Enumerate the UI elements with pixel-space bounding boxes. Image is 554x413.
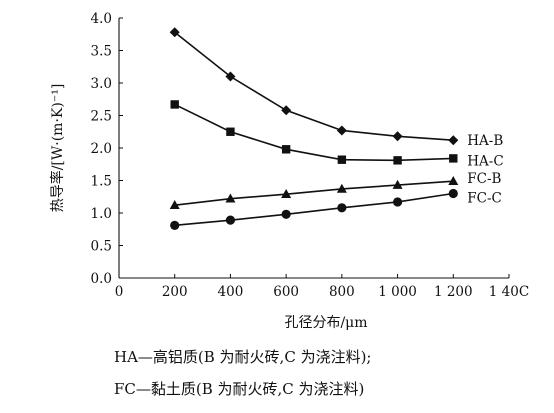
x-tick-label: 0 — [115, 284, 124, 300]
series-layer — [169, 27, 459, 230]
data-point — [281, 105, 292, 116]
data-point — [392, 131, 403, 142]
data-point — [336, 125, 347, 136]
series-line — [174, 180, 454, 206]
series-fc-b — [169, 175, 459, 209]
data-point — [226, 127, 235, 136]
data-point — [281, 209, 291, 219]
series-fc-c — [170, 188, 458, 230]
series-ha-b — [169, 27, 459, 146]
x-tick-label: 200 — [162, 284, 188, 300]
y-tick-label: 1.0 — [91, 206, 112, 222]
data-point — [448, 135, 459, 146]
data-point — [281, 188, 292, 198]
series-label-ha-b: HA-B — [467, 133, 503, 149]
x-tick-label: 1 40C — [489, 284, 529, 300]
y-tick-label: 0.0 — [91, 271, 112, 287]
y-axis-title: 热导率/[W·(m·K)⁻¹] — [49, 84, 66, 213]
x-tick-label: 600 — [273, 284, 299, 300]
caption-line-2: FC—黏土质(B 为耐火砖,C 为浇注料) — [114, 380, 365, 398]
data-point — [337, 203, 347, 213]
data-point — [392, 197, 403, 207]
series-label-fc-c: FC-C — [467, 191, 502, 207]
data-point — [337, 155, 347, 164]
series-line — [174, 31, 454, 141]
data-point — [169, 27, 180, 38]
x-tick-label: 1 000 — [378, 284, 417, 300]
y-axis-ticks: 0.0 0.5 1.0 1.5 2.0 2.5 3.0 3.5 4.0 — [91, 11, 123, 287]
data-point — [225, 71, 236, 82]
data-point — [281, 145, 291, 154]
series-label-fc-b: FC-B — [467, 171, 501, 187]
y-tick-label: 4.0 — [91, 11, 112, 27]
axes — [118, 18, 509, 279]
series-ha-c — [170, 100, 458, 165]
data-point — [169, 200, 180, 209]
data-point — [170, 220, 180, 230]
data-point — [448, 188, 458, 199]
series-line — [174, 192, 454, 227]
y-tick-label: 3.0 — [91, 76, 112, 92]
x-axis-ticks: 0 200 400 600 800 1 000 1 200 1 40C — [115, 274, 529, 300]
series-labels: HA-B HA-C FC-B FC-C — [467, 133, 503, 206]
data-point — [393, 156, 402, 165]
data-point — [225, 193, 236, 203]
data-point — [448, 175, 459, 185]
y-tick-label: 2.0 — [91, 141, 112, 157]
data-point — [170, 100, 179, 109]
x-tick-label: 1 200 — [434, 284, 473, 300]
y-tick-label: 0.5 — [91, 239, 112, 255]
data-point — [336, 183, 347, 193]
y-tick-label: 1.5 — [91, 174, 112, 190]
x-tick-label: 400 — [218, 284, 244, 300]
data-point — [392, 179, 403, 189]
data-point — [225, 215, 236, 225]
data-point — [449, 154, 458, 163]
y-tick-label: 3.5 — [91, 44, 112, 60]
x-tick-label: 800 — [329, 284, 355, 300]
caption-line-1: HA—高铝质(B 为耐火砖,C 为浇注料); — [114, 348, 372, 366]
y-tick-label: 2.5 — [91, 109, 112, 125]
series-line — [174, 103, 454, 162]
x-axis-title: 孔径分布/μm — [284, 315, 367, 331]
series-label-ha-c: HA-C — [467, 153, 503, 169]
